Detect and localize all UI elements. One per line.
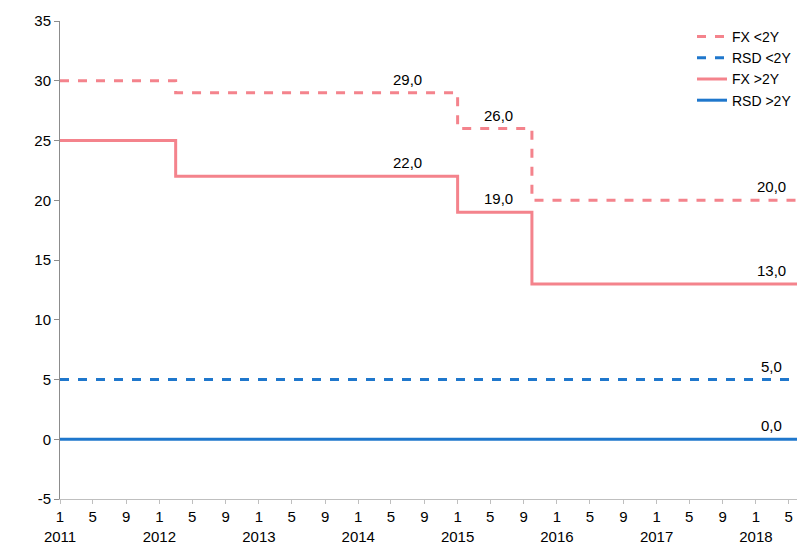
svg-text:12014: 12014	[342, 508, 375, 545]
svg-text:12015: 12015	[441, 508, 474, 545]
svg-text:FX >2Y: FX >2Y	[732, 71, 780, 87]
svg-text:5: 5	[784, 508, 792, 525]
svg-text:-5: -5	[38, 490, 51, 507]
svg-text:5: 5	[43, 371, 51, 388]
svg-text:9: 9	[619, 508, 627, 525]
svg-text:13,0: 13,0	[757, 262, 786, 279]
svg-text:9: 9	[321, 508, 329, 525]
svg-text:9: 9	[222, 508, 230, 525]
svg-text:5,0: 5,0	[761, 358, 782, 375]
svg-text:9: 9	[520, 508, 528, 525]
svg-text:5: 5	[88, 508, 96, 525]
svg-text:10: 10	[34, 311, 51, 328]
svg-text:12017: 12017	[640, 508, 673, 545]
svg-text:9: 9	[719, 508, 727, 525]
svg-text:5: 5	[486, 508, 494, 525]
svg-text:12013: 12013	[242, 508, 275, 545]
svg-text:35: 35	[34, 12, 51, 29]
svg-text:9: 9	[122, 508, 130, 525]
svg-text:25: 25	[34, 132, 51, 149]
svg-text:FX <2Y: FX <2Y	[732, 29, 780, 45]
svg-text:RSD >2Y: RSD >2Y	[732, 93, 791, 109]
svg-text:9: 9	[420, 508, 428, 525]
svg-text:5: 5	[586, 508, 594, 525]
svg-text:12012: 12012	[143, 508, 176, 545]
svg-text:12011: 12011	[44, 508, 76, 545]
svg-text:30: 30	[34, 72, 51, 89]
svg-text:12016: 12016	[540, 508, 573, 545]
svg-text:20: 20	[34, 192, 51, 209]
svg-text:5: 5	[287, 508, 295, 525]
svg-text:0: 0	[43, 431, 51, 448]
svg-text:20,0: 20,0	[757, 178, 786, 195]
svg-text:19,0: 19,0	[484, 190, 513, 207]
svg-text:12018: 12018	[739, 508, 772, 545]
svg-text:5: 5	[188, 508, 196, 525]
svg-text:RSD <2Y: RSD <2Y	[732, 50, 791, 66]
svg-text:0,0: 0,0	[761, 417, 782, 434]
svg-text:26,0: 26,0	[484, 107, 513, 124]
svg-text:5: 5	[387, 508, 395, 525]
svg-text:5: 5	[685, 508, 693, 525]
svg-text:29,0: 29,0	[393, 71, 422, 88]
svg-text:15: 15	[34, 251, 51, 268]
svg-text:22,0: 22,0	[393, 154, 422, 171]
